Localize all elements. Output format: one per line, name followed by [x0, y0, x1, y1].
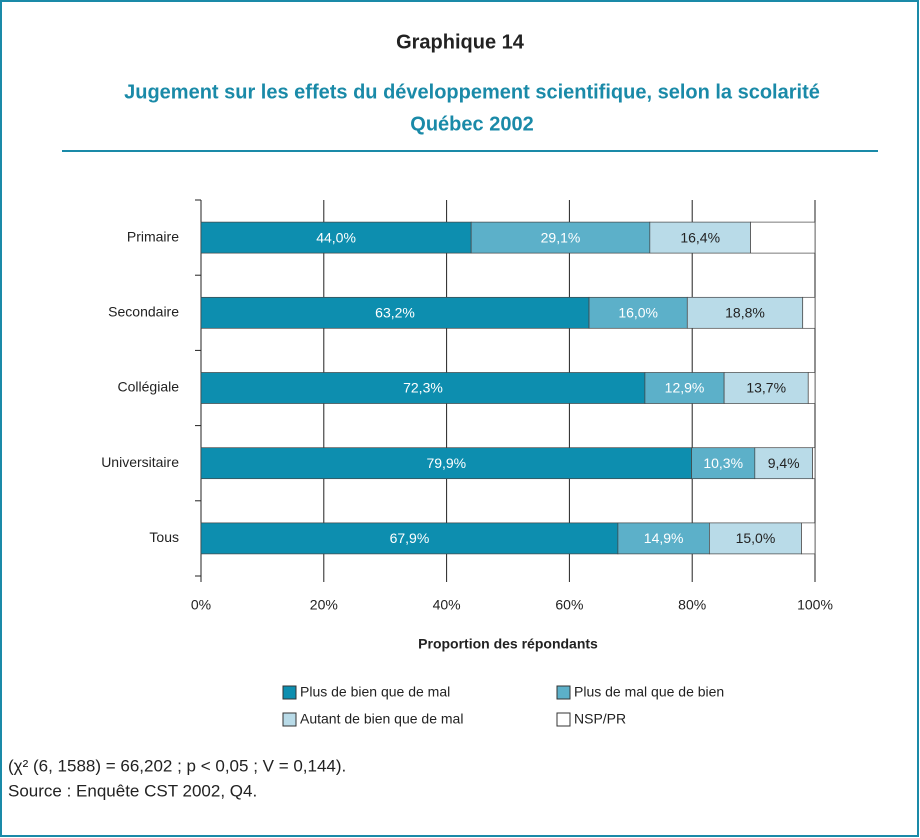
bar-segment: [200, 296, 590, 329]
x-tick-label: 100%: [797, 597, 833, 613]
data-label: 16,4%: [680, 229, 720, 245]
legend-swatch: [282, 712, 297, 727]
legend-label: Plus de bien que de mal: [300, 684, 450, 700]
bar-segment: [588, 296, 688, 329]
bar-segment: [812, 447, 816, 480]
source: Source : Enquête CST 2002, Q4.: [8, 781, 257, 800]
x-tick-label: 80%: [678, 597, 706, 613]
bar-segment: [723, 372, 809, 404]
legend-swatch: [556, 712, 571, 727]
bar-segment: [807, 372, 816, 404]
x-tick-label: 0%: [191, 597, 211, 613]
x-tick-label: 60%: [555, 597, 583, 613]
bar-segment: [691, 447, 756, 480]
bar-segment: [754, 447, 813, 480]
bar-segment: [802, 296, 816, 329]
bar-segment: [686, 296, 804, 329]
x-tick-label: 40%: [433, 597, 461, 613]
legend-label: NSP/PR: [574, 711, 626, 727]
data-label: 29,1%: [541, 229, 581, 245]
bar-segment: [200, 372, 646, 404]
data-label: 14,9%: [644, 530, 684, 546]
bar-segment: [750, 221, 816, 254]
y-tick-label: Secondaire: [108, 304, 179, 320]
data-label: 67,9%: [390, 530, 430, 546]
data-label: 79,9%: [426, 455, 466, 471]
x-tick-label: 20%: [310, 597, 338, 613]
y-tick-label: Tous: [149, 529, 179, 545]
legend-swatch: [556, 685, 571, 700]
bar-segment: [709, 522, 802, 555]
data-label: 12,9%: [665, 380, 705, 396]
data-label: 13,7%: [746, 380, 786, 396]
y-tick-label: Universitaire: [101, 454, 179, 470]
chart-title: Graphique 14: [396, 31, 525, 53]
data-label: 15,0%: [736, 530, 776, 546]
legend-label: Autant de bien que de mal: [300, 711, 463, 727]
bar-segment: [617, 522, 710, 555]
bar-segment: [470, 221, 651, 254]
bar-segment: [200, 447, 692, 480]
y-tick-label: Primaire: [127, 228, 179, 244]
bar-segment: [801, 522, 816, 555]
legend-swatch: [282, 685, 297, 700]
chart-subtitle: Jugement sur les effets du développement…: [124, 81, 820, 103]
data-label: 18,8%: [725, 305, 765, 321]
data-label: 44,0%: [316, 229, 356, 245]
data-label: 10,3%: [703, 455, 743, 471]
data-label: 63,2%: [375, 305, 415, 321]
legend-label: Plus de mal que de bien: [574, 684, 724, 700]
data-label: 72,3%: [403, 380, 443, 396]
x-axis-title: Proportion des répondants: [418, 636, 598, 652]
note: (χ² (6, 1588) = 66,202 ; p < 0,05 ; V = …: [8, 756, 346, 775]
y-tick-label: Collégiale: [118, 379, 180, 395]
data-label: 16,0%: [618, 305, 658, 321]
chart-subtitle: Québec 2002: [410, 113, 533, 135]
bar-segment: [200, 522, 619, 555]
data-label: 9,4%: [768, 455, 800, 471]
bar-segment: [644, 372, 725, 404]
